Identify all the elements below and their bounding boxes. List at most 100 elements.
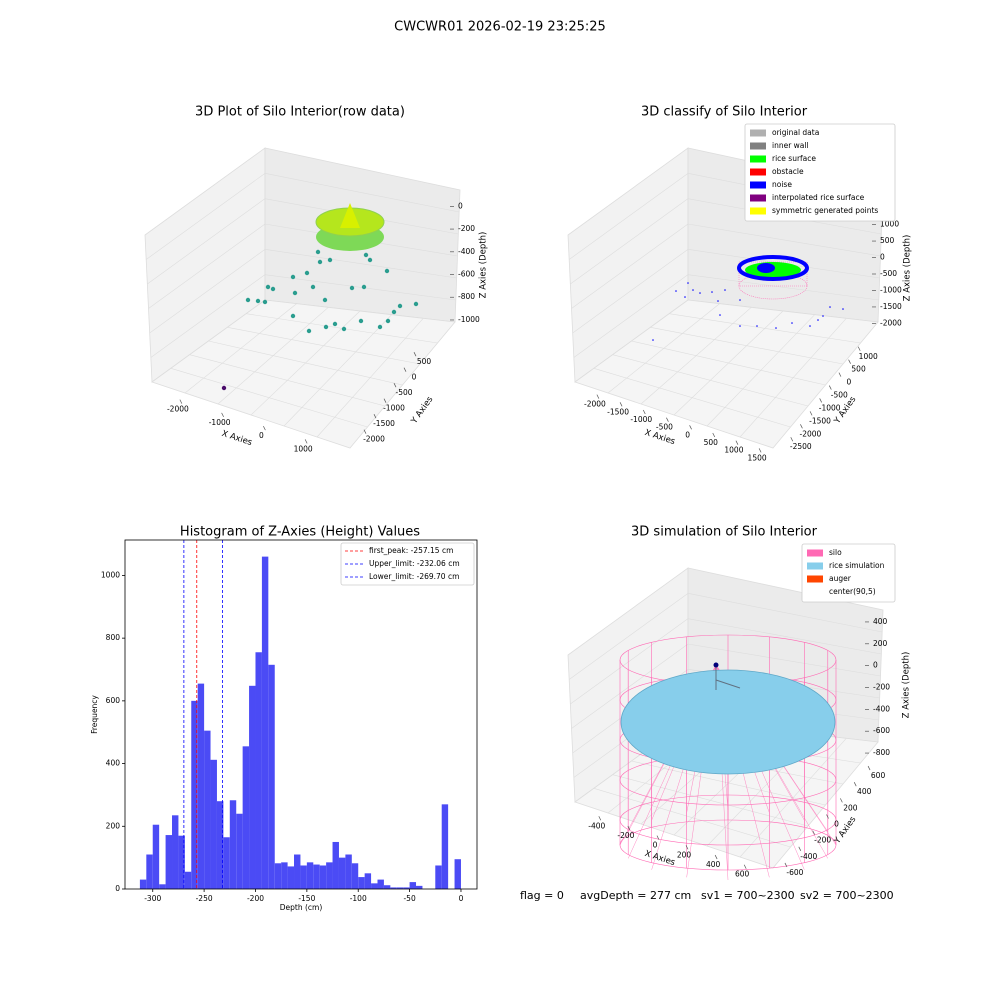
tick-mark bbox=[853, 782, 857, 787]
tick-mark bbox=[221, 412, 224, 418]
bar bbox=[146, 854, 153, 889]
point bbox=[290, 313, 296, 319]
point bbox=[349, 285, 355, 291]
noise-point bbox=[775, 327, 777, 329]
tick-mark bbox=[798, 846, 802, 851]
point bbox=[315, 249, 321, 255]
status-text: sv2 = 700~2300 bbox=[800, 889, 894, 902]
pane-grid bbox=[669, 313, 861, 344]
z-tick-label: -200 bbox=[458, 224, 475, 233]
point bbox=[262, 299, 268, 305]
legend-box bbox=[744, 123, 896, 222]
tick-mark bbox=[619, 402, 623, 407]
noise-point bbox=[652, 339, 654, 341]
x-axis-label: X Axies bbox=[220, 429, 253, 448]
auger bbox=[715, 679, 741, 689]
pane-grid bbox=[687, 593, 883, 633]
bar bbox=[306, 862, 314, 889]
point bbox=[245, 297, 251, 303]
z-tick-label: -800 bbox=[873, 748, 890, 757]
pane-grid bbox=[148, 223, 266, 309]
tick-mark bbox=[819, 398, 822, 403]
legend-swatch bbox=[807, 562, 823, 570]
point bbox=[367, 257, 373, 263]
pane-grid bbox=[264, 274, 456, 301]
pane-grid bbox=[147, 198, 266, 285]
bar bbox=[390, 887, 397, 889]
legend-swatch bbox=[807, 549, 823, 557]
bar bbox=[351, 863, 359, 889]
x-axis-label: Depth (cm) bbox=[280, 903, 323, 912]
legend-swatch bbox=[750, 155, 766, 163]
bar bbox=[204, 730, 211, 889]
tick-mark bbox=[598, 816, 602, 821]
z-tick-label: -1000 bbox=[458, 315, 480, 324]
noise-point bbox=[756, 325, 758, 327]
legend-label: first_peak: -257.15 cm bbox=[369, 546, 453, 555]
legend-swatch bbox=[750, 142, 766, 150]
bar bbox=[416, 885, 423, 889]
tick-mark bbox=[790, 437, 794, 442]
bar bbox=[313, 864, 320, 889]
pane-grid bbox=[145, 173, 266, 260]
legend-label: original data bbox=[772, 128, 819, 137]
noise-point bbox=[687, 282, 689, 284]
tick-mark bbox=[714, 854, 718, 860]
tick-mark bbox=[712, 432, 716, 438]
point bbox=[317, 259, 323, 265]
axes-frame bbox=[124, 539, 478, 890]
y-tick-label: -600 bbox=[786, 868, 803, 877]
legend-swatch bbox=[807, 575, 823, 583]
pane-grid bbox=[149, 249, 266, 334]
y-tick-label: 0 bbox=[412, 373, 417, 382]
point bbox=[306, 328, 312, 334]
pane-grid bbox=[573, 274, 689, 358]
y-tick-label: -2000 bbox=[800, 429, 822, 438]
y-tick-label: 600 bbox=[871, 771, 886, 780]
z-tick-label: -1000 bbox=[880, 285, 902, 294]
bar bbox=[441, 804, 449, 889]
x-tick-label: -2000 bbox=[167, 405, 189, 414]
z-tick-label: 0 bbox=[873, 661, 878, 670]
point bbox=[377, 324, 383, 330]
bar bbox=[210, 759, 217, 889]
bar bbox=[152, 824, 160, 889]
x-tick-label: -50 bbox=[403, 894, 415, 903]
x-tick-label: -200 bbox=[617, 831, 634, 840]
legend-label: inner wall bbox=[772, 141, 809, 150]
x-tick-label: -1000 bbox=[209, 418, 231, 427]
y-tick-label: -2000 bbox=[363, 435, 385, 444]
x-tick-label: 1000 bbox=[724, 446, 743, 455]
x-tick-label: 0 bbox=[653, 841, 658, 850]
legend-swatch bbox=[750, 181, 766, 189]
bar bbox=[377, 879, 384, 889]
status-text: avgDepth = 277 cm bbox=[580, 889, 691, 902]
bar bbox=[345, 854, 352, 889]
point bbox=[361, 284, 367, 290]
tick-mark bbox=[373, 414, 377, 419]
panel-title: Histogram of Z-Axies (Height) Values bbox=[180, 525, 420, 540]
tick-mark bbox=[179, 399, 183, 404]
tick-mark bbox=[596, 394, 600, 399]
noise-point bbox=[719, 314, 721, 316]
pane-grid bbox=[571, 643, 689, 729]
y-tick-label: 600 bbox=[106, 696, 121, 705]
legend-swatch bbox=[750, 129, 766, 137]
pane-grid bbox=[570, 198, 689, 285]
bar bbox=[242, 746, 250, 889]
tick-mark bbox=[743, 864, 747, 869]
y-tick-label: -500 bbox=[831, 391, 848, 400]
pane-grid bbox=[150, 274, 266, 358]
tick-mark bbox=[826, 814, 829, 819]
point bbox=[384, 268, 390, 274]
tick-mark bbox=[627, 825, 631, 831]
z-tick-label: -400 bbox=[458, 247, 475, 256]
noise-point bbox=[817, 319, 819, 321]
point bbox=[322, 297, 328, 303]
y-tick-label: 400 bbox=[106, 759, 121, 768]
tick-mark bbox=[403, 367, 407, 372]
z-tick-label: -500 bbox=[880, 269, 897, 278]
z-tick-label: 0 bbox=[458, 201, 463, 210]
pane-grid bbox=[572, 249, 689, 334]
legend-swatch bbox=[750, 207, 766, 215]
